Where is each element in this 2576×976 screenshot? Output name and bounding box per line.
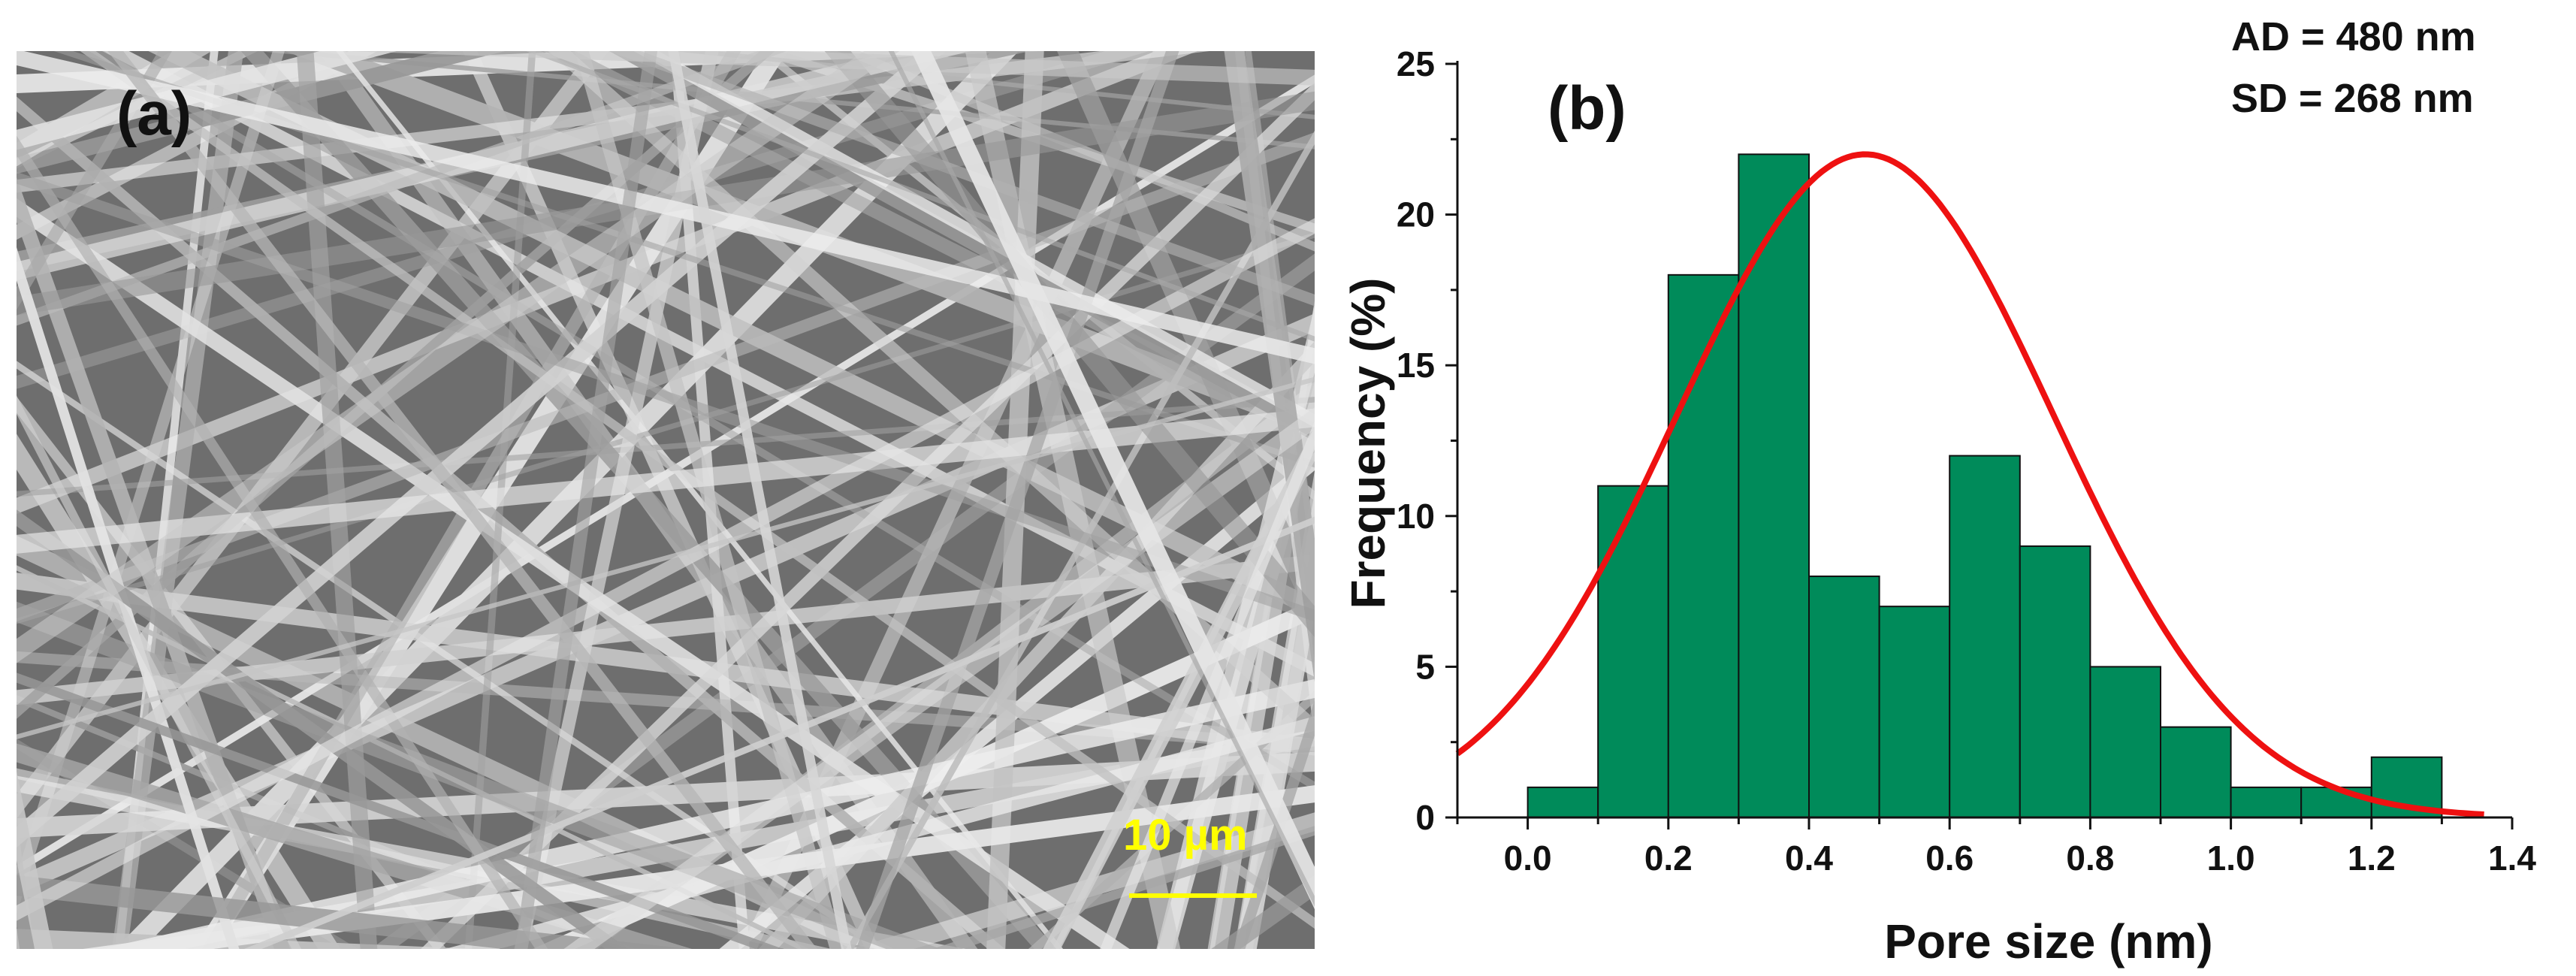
fiber-strand <box>526 51 1315 342</box>
fiber-strand <box>296 51 378 949</box>
scale-bar <box>1129 893 1257 898</box>
sem-micrograph <box>17 51 1315 949</box>
histogram-bar <box>1878 606 1951 818</box>
fiber-strand <box>17 171 1315 622</box>
sem-fiber-image <box>17 51 1315 949</box>
x-axis-label: Pore size (nm) <box>1884 914 2212 968</box>
x-tick-label: 0.2 <box>1644 839 1693 878</box>
y-axis-label: Frequency (%) <box>1341 278 1395 609</box>
fiber-strand <box>668 51 852 949</box>
y-tick-label: 20 <box>1397 195 1435 234</box>
panel-a-label: (a) <box>116 80 192 148</box>
fiber-strand <box>17 397 1315 497</box>
fiber-strand <box>824 51 1315 638</box>
x-tick-label: 0.6 <box>1925 839 1974 878</box>
y-tick-label: 25 <box>1397 44 1435 83</box>
histogram-bar <box>2230 786 2303 819</box>
gaussian-fit-curve <box>1455 151 2484 817</box>
histogram-chart: 0.0 0.2 0.4 0.6 0.8 1.0 1.2 1.4 0 5 10 15 20 25 Pore… <box>1341 44 2536 968</box>
fiber-strand <box>17 817 35 949</box>
fiber-strand <box>17 929 476 949</box>
fiber-strand <box>17 51 397 150</box>
fiber-strand <box>609 51 1315 440</box>
histogram-bar <box>2019 545 2091 818</box>
fiber-strand <box>17 135 548 949</box>
fiber-strand <box>609 51 1315 307</box>
histogram-bar <box>1738 153 1810 819</box>
fiber-strand <box>17 51 946 848</box>
fiber-strand <box>17 771 53 949</box>
y-tick-label: 15 <box>1397 346 1435 385</box>
fiber-strand <box>17 132 1315 622</box>
histogram-bar <box>2300 786 2372 819</box>
fiber-strand <box>347 51 1315 86</box>
fiber-strand <box>17 601 941 949</box>
histogram-bar <box>2160 726 2232 819</box>
histogram-bar <box>1597 485 1669 818</box>
fiber-strand <box>89 51 1315 791</box>
fiber-strand <box>17 51 1315 364</box>
fiber-strand <box>17 672 784 949</box>
y-tick-label: 0 <box>1415 798 1435 837</box>
fiber-strand <box>932 826 1315 949</box>
fiber-strand <box>1224 51 1315 682</box>
fiber-strand <box>633 51 1315 428</box>
y-tick-label: 10 <box>1397 497 1435 536</box>
x-tick-label: 0.8 <box>2066 839 2114 878</box>
fiber-strand <box>515 51 658 949</box>
histogram-bar <box>1808 576 1880 818</box>
scale-bar-label: 10 µm <box>1123 811 1248 860</box>
fiber-strand <box>911 51 1315 910</box>
histogram-bar <box>1527 786 1599 819</box>
panel-b-label: (b) <box>1548 74 1626 143</box>
standard-deviation-text: SD = 268 nm <box>2231 76 2474 121</box>
fiber-strand <box>243 516 1315 949</box>
histogram-bar <box>2089 666 2162 819</box>
y-tick-label: 5 <box>1415 647 1435 686</box>
fiber-strand <box>856 51 1179 949</box>
x-tick-label: 1.0 <box>2207 839 2255 878</box>
average-diameter-text: AD = 480 nm <box>2231 14 2476 59</box>
fiber-strand <box>17 395 302 949</box>
fiber-strand <box>17 875 689 949</box>
fiber-strand <box>17 218 1315 921</box>
fiber-strand <box>888 51 1315 907</box>
x-tick-label: 0.0 <box>1504 839 1552 878</box>
histogram-bar <box>1949 455 2021 818</box>
fiber-strand <box>107 51 817 949</box>
x-tick-label: 1.2 <box>2348 839 2396 878</box>
x-tick-label: 0.4 <box>1785 839 1833 878</box>
fiber-strand <box>17 51 900 663</box>
x-tick-label: 1.4 <box>2488 839 2536 878</box>
